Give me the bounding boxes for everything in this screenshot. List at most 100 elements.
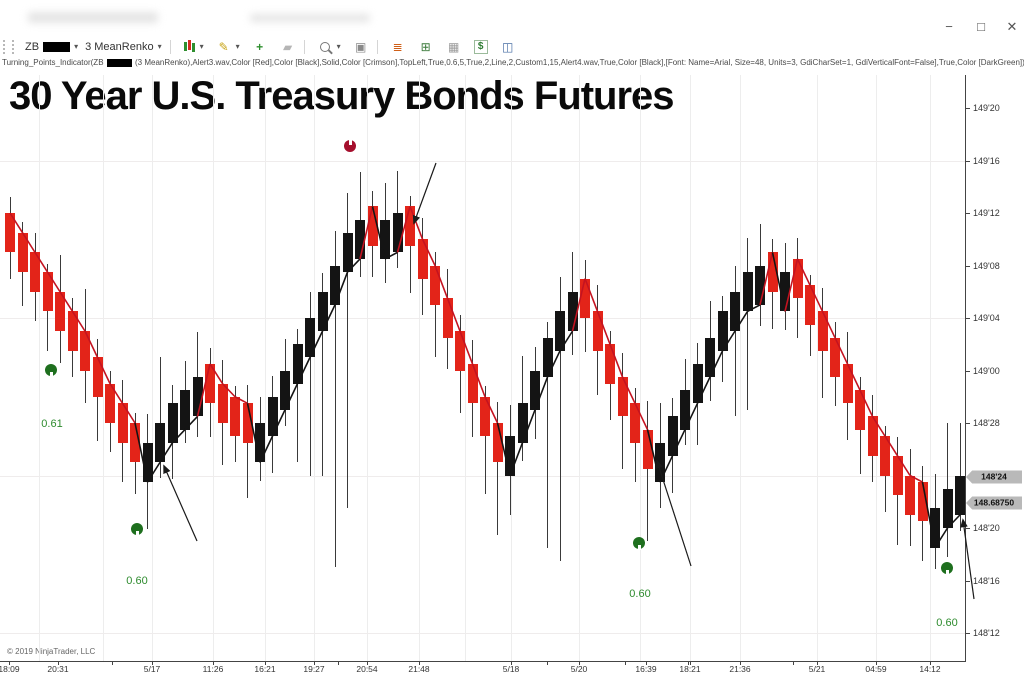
time-axis-label: 18:09 <box>0 664 20 674</box>
price-axis-label: 149'08 <box>973 261 1000 271</box>
candle-down <box>880 436 890 476</box>
candle-up <box>780 272 790 312</box>
instrument-label: ZB <box>25 40 40 53</box>
eraser-button[interactable]: ▰ <box>275 39 296 55</box>
snapshot-button[interactable]: ▣ <box>348 39 369 55</box>
candle-down <box>855 390 865 430</box>
candle-down <box>917 482 928 522</box>
price-axis-tick <box>965 108 970 109</box>
draw-mode-button[interactable]: + <box>247 39 268 55</box>
gridline-vertical <box>265 75 266 661</box>
chevron-down-icon: ▾ <box>74 42 79 51</box>
time-axis-label: 14:12 <box>919 664 941 674</box>
gridline-vertical <box>930 75 931 661</box>
chart-plot-area[interactable] <box>0 70 1024 700</box>
candle-down <box>105 383 115 423</box>
candle-wick <box>734 265 736 417</box>
time-axis-label: 20:54 <box>356 664 378 674</box>
interval-selector[interactable]: 3 MeanRenko ▾ <box>85 41 162 53</box>
redacted-symbol <box>106 58 132 67</box>
gridline-vertical <box>511 75 512 661</box>
price-axis-tick <box>965 266 970 267</box>
gridline-vertical <box>152 75 153 661</box>
candle-up <box>655 442 665 483</box>
time-axis-label: 21:48 <box>408 664 430 674</box>
toolbar-grip-handle[interactable] <box>3 39 9 54</box>
time-axis-label: 5/18 <box>502 664 520 674</box>
titlebar-blur-smudge <box>28 12 158 23</box>
price-axis-label: 149'20 <box>973 103 1000 113</box>
candle-down <box>242 403 253 443</box>
drawing-tools-button[interactable]: ✎ ▾ <box>211 39 240 55</box>
candle-wick <box>647 400 648 542</box>
candle-up <box>305 318 315 358</box>
time-axis-label: 5/21 <box>808 664 826 674</box>
minimize-button[interactable]: − <box>945 19 953 34</box>
candle-up <box>942 488 953 528</box>
instrument-selector[interactable]: ZB ▾ <box>25 41 78 53</box>
toolbar-grip-handle[interactable] <box>12 39 18 54</box>
time-axis-label: 20:31 <box>47 664 69 674</box>
candle-up <box>380 219 390 259</box>
crosshair-plus-icon: + <box>256 39 264 54</box>
candle-down <box>5 213 15 253</box>
candle-up <box>292 344 303 384</box>
candle-down <box>467 363 478 404</box>
candle-down <box>130 423 140 463</box>
gridline-vertical <box>817 75 818 661</box>
time-axis-tick <box>213 661 214 665</box>
chevron-down-icon: ▾ <box>336 42 341 51</box>
gridline-vertical <box>367 75 368 661</box>
candle-up <box>555 311 565 351</box>
candle-wick <box>559 277 561 561</box>
candle-up <box>280 370 290 410</box>
candle-down <box>442 298 453 338</box>
time-axis-tick <box>314 661 315 665</box>
gridline-vertical <box>314 75 315 661</box>
snapshot-icon: ▣ <box>354 39 367 54</box>
close-button[interactable]: ✕ <box>1006 19 1018 34</box>
price-marker-tag: 148'24 <box>966 470 1022 484</box>
candle-down <box>405 206 415 246</box>
turning-point-value: 0.61 <box>41 418 63 430</box>
candle-down <box>205 363 215 404</box>
time-axis-label: 21:36 <box>729 664 751 674</box>
chart-image-button[interactable]: ▦ <box>441 39 462 55</box>
indicators-button[interactable]: ≣ <box>385 39 406 55</box>
gridline-horizontal <box>0 476 965 477</box>
price-axis-tick <box>965 318 970 319</box>
chart-style-button[interactable]: ▾ <box>178 40 204 53</box>
candle-wick <box>322 273 323 476</box>
indicator-text-after: (3 MeanRenko),Alert3.wav,Color [Red],Col… <box>135 58 1024 67</box>
pencil-icon: ✎ <box>218 39 229 54</box>
candle-wick <box>159 357 161 479</box>
maximize-button[interactable]: □ <box>977 19 985 34</box>
turning-point-top-icon <box>344 139 356 152</box>
time-axis-tick <box>646 661 647 665</box>
candle-up <box>355 219 365 259</box>
candle-up <box>955 475 965 515</box>
strategies-button[interactable]: ⊞ <box>413 39 434 55</box>
candle-up <box>542 337 553 378</box>
candle-up <box>342 232 353 273</box>
panel-layout-button[interactable]: ◫ <box>495 39 516 55</box>
account-data-button[interactable]: $ <box>469 39 488 54</box>
price-axis-label: 148'16 <box>973 576 1000 586</box>
candle-down <box>367 206 378 246</box>
price-axis-tick <box>965 581 970 582</box>
price-axis-tick <box>965 161 970 162</box>
candle-down <box>905 475 915 515</box>
candlestick-style-icon <box>183 40 196 53</box>
zoom-button[interactable]: ▾ <box>312 39 341 55</box>
candle-down <box>480 396 490 437</box>
indicators-icon: ≣ <box>392 39 403 54</box>
gridline-vertical <box>39 75 40 661</box>
candle-up <box>730 291 740 332</box>
candle-up <box>705 337 715 378</box>
time-axis-tick <box>817 661 818 665</box>
time-axis-tick <box>793 661 794 665</box>
candle-wick <box>347 193 348 509</box>
toolbar-separator <box>303 39 305 54</box>
candle-down <box>55 291 65 332</box>
candle-up <box>167 403 178 443</box>
